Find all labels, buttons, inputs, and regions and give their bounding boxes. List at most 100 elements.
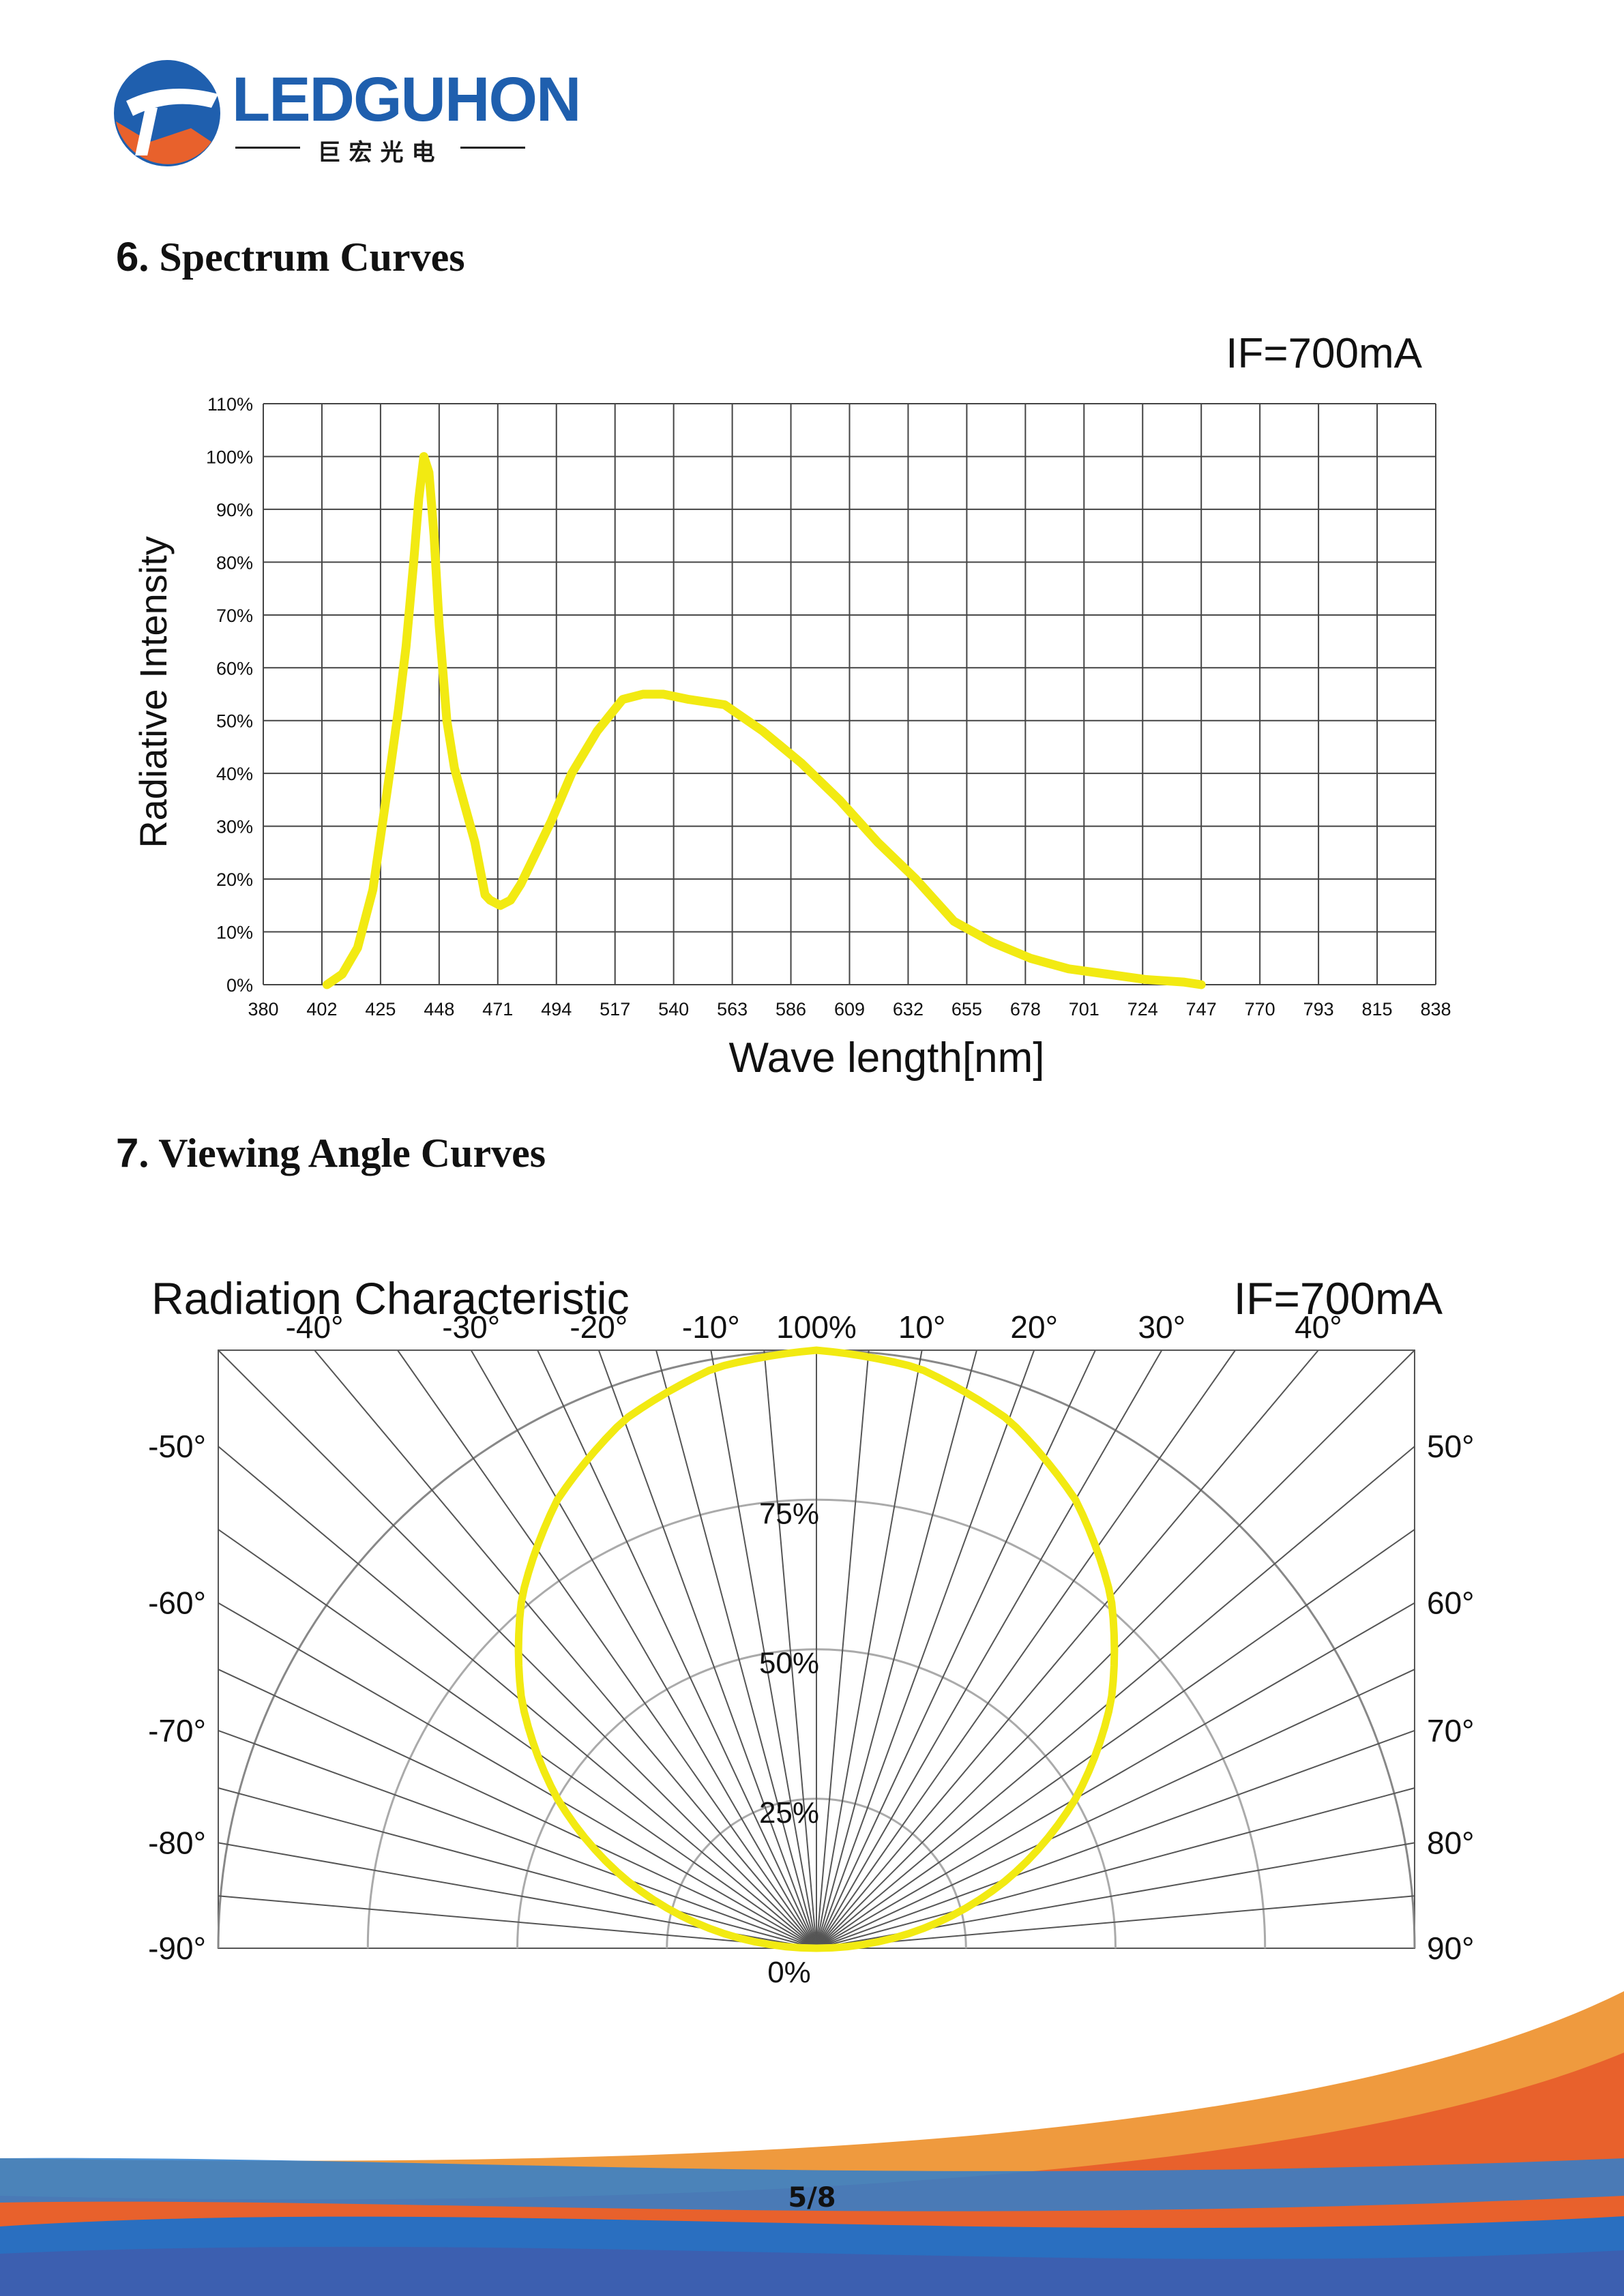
polar-angle-label: -60° xyxy=(148,1585,206,1621)
spectrum-condition-label: IF=700mA xyxy=(1226,330,1422,377)
y-tick-label: 10% xyxy=(216,923,253,943)
polar-angle-label: 60° xyxy=(1427,1585,1475,1621)
polar-radial-line xyxy=(537,1350,817,1949)
polar-angle-label: 30° xyxy=(1138,1309,1186,1345)
footer-decoration xyxy=(0,1991,1624,2296)
y-tick-label: 0% xyxy=(226,975,253,996)
polar-angle-label: 50° xyxy=(1427,1429,1475,1464)
x-tick-label: 678 xyxy=(1010,999,1041,1019)
polar-radial-label: 75% xyxy=(759,1497,819,1530)
section-title-text: . Spectrum Curves xyxy=(138,235,465,280)
polar-angle-label: -30° xyxy=(442,1309,500,1345)
spectrum-grid xyxy=(263,403,1436,985)
polar-angle-label: 80° xyxy=(1427,1825,1475,1860)
polar-condition-label: IF=700mA xyxy=(1234,1273,1443,1324)
polar-angle-label: -50° xyxy=(148,1429,206,1464)
logo-wordmark: LEDGUHON xyxy=(232,65,581,134)
y-tick-label: 90% xyxy=(216,500,253,520)
polar-radial-line xyxy=(710,1350,817,1949)
radiation-polar-chart: Radiation Characteristic IF=700mA -40° -3… xyxy=(148,1273,1474,1989)
polar-radial-line xyxy=(314,1350,817,1949)
section-title-spectrum: 6. Spectrum Curves xyxy=(116,233,465,281)
polar-radial-line xyxy=(655,1350,817,1949)
polar-radial-line xyxy=(816,1729,1415,1949)
y-tick-label: 60% xyxy=(216,658,253,679)
x-tick-label: 540 xyxy=(658,999,689,1019)
polar-radial-line xyxy=(816,1529,1415,1949)
x-tick-label: 517 xyxy=(600,999,630,1019)
x-tick-label: 701 xyxy=(1069,999,1099,1019)
spectrum-chart: 0% 10% 20% 30% 40% 50% 60% 70% 80% 90% 100% 110% 38… xyxy=(132,330,1451,1082)
x-tick-label: 586 xyxy=(776,999,806,1019)
polar-radial-line xyxy=(218,1787,817,1949)
polar-radial-line xyxy=(218,1729,817,1949)
x-tick-label: 425 xyxy=(365,999,396,1019)
polar-radial-line xyxy=(816,1350,1096,1949)
x-tick-label: 655 xyxy=(951,999,982,1019)
polar-angle-label: 20° xyxy=(1010,1309,1058,1345)
y-tick-label: 30% xyxy=(216,817,253,837)
section-number: 6 xyxy=(116,234,139,280)
company-logo: LEDGUHON 巨宏光电 xyxy=(109,53,581,173)
polar-angle-label: -10° xyxy=(682,1309,740,1345)
polar-radial-line xyxy=(218,1669,817,1949)
polar-radial-line xyxy=(816,1350,1319,1949)
polar-angle-label: -80° xyxy=(148,1825,206,1860)
polar-radial-line xyxy=(816,1350,1163,1949)
polar-angle-label: -40° xyxy=(286,1309,344,1345)
page-number: 5/8 xyxy=(788,2182,836,2213)
logo-subtitle: 巨宏光电 xyxy=(235,134,525,166)
section-title-viewing-angle: 7. Viewing Angle Curves xyxy=(116,1129,546,1177)
x-tick-label: 563 xyxy=(717,999,748,1019)
x-tick-label: 724 xyxy=(1127,999,1158,1019)
polar-angle-label: 40° xyxy=(1295,1309,1342,1345)
polar-radial-line xyxy=(470,1350,817,1949)
polar-radial-line xyxy=(816,1350,1035,1949)
polar-radial-line xyxy=(218,1895,817,1949)
polar-radial-line xyxy=(218,1446,817,1949)
polar-angle-label: 70° xyxy=(1427,1713,1475,1748)
polar-radial-line xyxy=(816,1350,923,1949)
x-tick-label: 609 xyxy=(834,999,865,1019)
polar-radial-label: 0% xyxy=(767,1956,811,1989)
logo-subtitle-cn: 巨宏光电 xyxy=(317,139,443,166)
polar-angle-label: 90° xyxy=(1427,1930,1475,1966)
polar-radial-line xyxy=(816,1787,1415,1949)
spectrum-x-ticks: 380 402 425 448 471 494 517 540 563 586 609 632 655 6… xyxy=(248,999,1451,1019)
y-tick-label: 100% xyxy=(206,447,253,467)
x-tick-label: 380 xyxy=(248,999,278,1019)
polar-radial-line xyxy=(816,1446,1415,1949)
polar-radial-label: 50% xyxy=(759,1647,819,1680)
logo-emblem-icon xyxy=(114,60,220,166)
polar-angle-label: -20° xyxy=(570,1309,628,1345)
y-tick-label: 50% xyxy=(216,711,253,732)
spectrum-x-axis-label: Wave length[nm] xyxy=(729,1034,1045,1082)
x-tick-label: 770 xyxy=(1245,999,1275,1019)
polar-angle-label: 100% xyxy=(776,1309,857,1345)
polar-angle-label: 10° xyxy=(898,1309,946,1345)
polar-radial-line xyxy=(816,1602,1415,1949)
polar-angle-label: -90° xyxy=(148,1930,206,1966)
polar-radial-line xyxy=(816,1350,1236,1949)
polar-series-curve xyxy=(514,1346,1119,1952)
polar-radial-line xyxy=(816,1350,977,1949)
polar-radial-line xyxy=(816,1895,1415,1949)
polar-angle-label: -70° xyxy=(148,1713,206,1748)
x-tick-label: 815 xyxy=(1362,999,1393,1019)
polar-chart-title: Radiation Characteristic xyxy=(151,1273,630,1324)
spectrum-series-line xyxy=(322,452,1206,989)
spectrum-y-ticks: 0% 10% 20% 30% 40% 50% 60% 70% 80% 90% 100% 110% xyxy=(206,394,253,996)
y-tick-label: 110% xyxy=(207,394,253,415)
x-tick-label: 747 xyxy=(1186,999,1217,1019)
x-tick-label: 838 xyxy=(1420,999,1451,1019)
polar-radial-line xyxy=(597,1350,817,1949)
polar-radial-line xyxy=(218,1602,817,1949)
polar-radial-line xyxy=(763,1350,817,1949)
y-tick-label: 40% xyxy=(216,764,253,784)
y-tick-label: 70% xyxy=(216,606,253,626)
x-tick-label: 471 xyxy=(482,999,513,1019)
y-tick-label: 80% xyxy=(216,552,253,573)
polar-labels: -40° -30° -20° -10° 100% 10° 20° 30° 40° -50° -60°… xyxy=(148,1309,1474,1989)
section-title-text: . Viewing Angle Curves xyxy=(138,1131,546,1176)
y-tick-label: 20% xyxy=(216,869,253,890)
